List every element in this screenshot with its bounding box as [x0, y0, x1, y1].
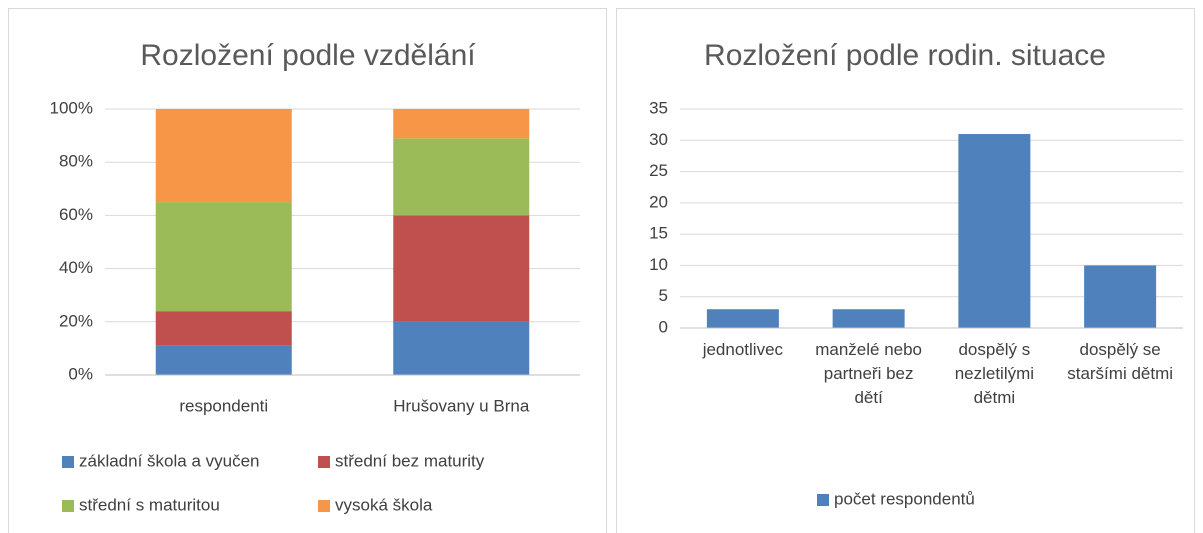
- x-tick-label: respondenti: [179, 396, 268, 415]
- legend-label: základní škola a vyučen: [79, 451, 260, 470]
- bar-segment: [155, 202, 292, 312]
- x-tick-label: Hrušovany u Brna: [393, 396, 530, 415]
- bar: [832, 309, 905, 328]
- y-tick-label: 35: [649, 98, 668, 117]
- bar-segment: [155, 345, 292, 375]
- y-tick-label: 0%: [68, 364, 93, 383]
- bar: [958, 134, 1031, 328]
- bar-segment: [393, 109, 530, 139]
- x-tick-label-text: dospělý s nezletilými dětmi: [954, 340, 1035, 407]
- legend-swatch: [62, 456, 74, 468]
- y-tick-label: 40%: [59, 258, 93, 277]
- legend-swatch: [318, 500, 330, 512]
- bar-segment: [393, 215, 530, 322]
- left-panel: [8, 8, 607, 533]
- y-tick-label: 20%: [59, 311, 93, 330]
- y-tick-label: 15: [649, 224, 668, 243]
- x-tick-label-text: dospělý se staršími dětmi: [1067, 340, 1174, 383]
- legend-label: počet respondentů: [834, 489, 975, 508]
- bar-segment: [393, 321, 530, 375]
- legend-label: vysoká škola: [335, 495, 433, 514]
- x-tick-label: dospělý se staršími dětmi: [1067, 340, 1174, 383]
- y-tick-label: 20: [649, 192, 668, 211]
- x-tick-label: manželé nebo partneři bez dětí: [815, 340, 923, 407]
- legend-swatch: [318, 456, 330, 468]
- bar: [1084, 265, 1157, 328]
- legend-label: střední bez maturity: [335, 451, 485, 470]
- x-tick-label: dospělý s nezletilými dětmi: [954, 340, 1035, 407]
- legend-swatch: [817, 494, 829, 506]
- y-tick-label: 0: [659, 317, 668, 336]
- x-tick-label: jednotlivec: [702, 340, 784, 359]
- y-tick-label: 80%: [59, 152, 93, 171]
- y-tick-label: 100%: [50, 98, 93, 117]
- bar-segment: [155, 109, 292, 203]
- bar-segment: [393, 138, 530, 216]
- y-tick-label: 10: [649, 255, 668, 274]
- chart-title: Rozložení podle rodin. situace: [704, 39, 1106, 72]
- y-tick-label: 25: [649, 161, 668, 180]
- right-panel: [616, 8, 1195, 533]
- legend-label: střední s maturitou: [79, 495, 220, 514]
- x-tick-label-text: jednotlivec: [702, 340, 784, 359]
- chart-title: Rozložení podle vzdělání: [140, 39, 476, 72]
- x-tick-label-text: manželé nebo partneři bez dětí: [815, 340, 923, 407]
- bar-segment: [155, 311, 292, 346]
- bar: [706, 309, 779, 328]
- y-tick-label: 5: [659, 286, 668, 305]
- legend-swatch: [62, 500, 74, 512]
- y-tick-label: 30: [649, 130, 668, 149]
- y-tick-label: 60%: [59, 205, 93, 224]
